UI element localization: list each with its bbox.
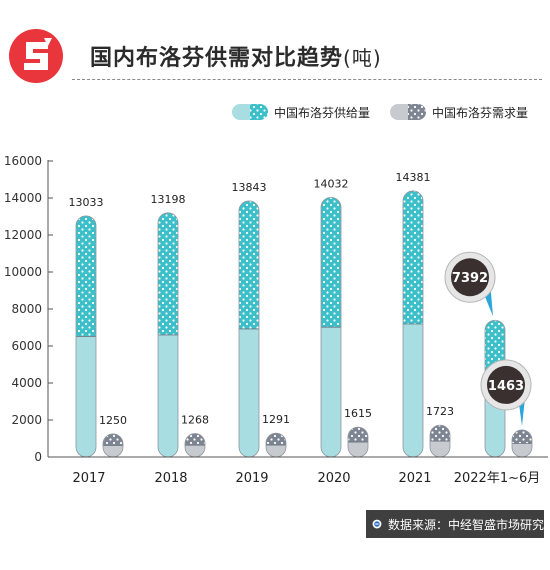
source-text: 数据来源：中经智盛市场研究 <box>387 517 544 532</box>
supply-value-label: 14032 <box>314 177 349 190</box>
demand-bar <box>102 433 124 458</box>
y-tick-label: 8000 <box>11 302 42 316</box>
callouts-layer: 7392 1463 <box>444 251 532 426</box>
supply-value-label: 13843 <box>232 181 267 194</box>
y-tick-label: 4000 <box>11 376 42 390</box>
demand-bar-outline <box>265 432 287 458</box>
y-tick-label: 12000 <box>4 228 42 242</box>
demand-bar <box>429 424 451 458</box>
supply-bar <box>157 212 179 458</box>
supply-value-label: 14381 <box>396 171 431 184</box>
demand-bar <box>184 433 206 458</box>
supply-bar <box>402 190 424 458</box>
supply-bar-outline <box>402 190 424 458</box>
supply-bar <box>320 197 342 458</box>
callout-bubble: 7392 <box>444 251 496 317</box>
y-tick-label: 14000 <box>4 191 42 205</box>
supply-bar-dots <box>158 212 179 335</box>
supply-bar-dots <box>403 190 423 324</box>
y-axis: 0 2000 4000 6000 8000 10000 12000 14000 16000 <box>4 154 53 464</box>
legend: 中国布洛芬供给量 中国布洛芬需求量 <box>232 104 528 120</box>
callout-disc <box>487 365 525 404</box>
demand-bar <box>347 426 369 458</box>
x-tick-label: 2019 <box>235 471 268 486</box>
supply-bar-dots <box>321 197 342 328</box>
source-info-icon <box>372 519 382 529</box>
y-tick-label: 6000 <box>11 339 42 353</box>
x-tick-label: 2022年1~6月 <box>454 471 541 486</box>
supply-bar-outline <box>75 215 97 458</box>
brand-logo-icon <box>9 29 63 83</box>
supply-value-label: 13198 <box>151 193 186 206</box>
y-tick-label: 0 <box>34 450 42 464</box>
callout-bubble: 1463 <box>480 359 532 426</box>
y-tick-label: 2000 <box>11 413 42 427</box>
demand-bar-dots <box>348 427 368 443</box>
x-tick-label: 2020 <box>317 471 350 486</box>
supply-bar-outline <box>238 200 260 458</box>
callout-value-label: 7392 <box>452 271 488 286</box>
chart-title-text: 国内布洛芬供需对比趋势 <box>90 46 344 71</box>
y-tick-label: 16000 <box>4 154 42 168</box>
demand-bar-dots <box>512 429 532 444</box>
chart-title: 国内布洛芬供需对比趋势(吨) <box>90 40 382 72</box>
demand-value-label: 1268 <box>181 414 209 427</box>
x-tick-label: 2017 <box>72 471 105 486</box>
chart-title-unit: (吨) <box>343 46 382 70</box>
supply-bar-dots <box>76 215 96 337</box>
value-labels-layer: 13033 1250 13198 1268 13843 1291 14032 1615 1438… <box>69 171 455 427</box>
legend-swatch-dots <box>250 104 268 120</box>
legend-label: 中国布洛芬需求量 <box>432 105 528 120</box>
bars-layer <box>75 190 533 458</box>
legend-swatch-dots <box>408 104 426 120</box>
supply-bar-outline <box>484 319 506 458</box>
callout-value-label: 1463 <box>488 379 524 394</box>
supply-bar <box>238 200 260 458</box>
demand-value-label: 1291 <box>262 413 290 426</box>
demand-bar-dots <box>430 425 450 442</box>
demand-bar-dots <box>266 433 286 446</box>
source-box: 数据来源：中经智盛市场研究 <box>366 510 544 538</box>
callout-disc <box>451 258 489 297</box>
demand-bar-dots <box>185 433 205 446</box>
demand-bar-outline <box>347 426 369 458</box>
demand-value-label: 1723 <box>426 405 454 418</box>
x-tick-label: 2021 <box>398 471 431 486</box>
supply-bar-outline <box>320 197 342 458</box>
x-axis: 2017 2018 2019 2020 2021 2022年1~6月 <box>48 456 548 486</box>
demand-bar-outline <box>184 433 206 458</box>
demand-value-label: 1615 <box>344 407 372 420</box>
supply-demand-chart: 中国布洛芬供给量 中国布洛芬需求量 0 2000 4000 6000 8000 10000 1… <box>4 104 548 486</box>
supply-bar <box>75 215 97 458</box>
x-tick-label: 2018 <box>154 471 187 486</box>
demand-value-label: 1250 <box>99 414 127 427</box>
demand-bar-outline <box>511 429 533 458</box>
y-tick-label: 10000 <box>4 265 42 279</box>
demand-bar-outline <box>429 424 451 458</box>
title-divider <box>72 79 542 80</box>
supply-value-label: 13033 <box>69 196 104 209</box>
supply-bar-outline <box>157 212 179 458</box>
header: 国内布洛芬供需对比趋势(吨) <box>0 0 550 95</box>
demand-bar-dots <box>103 433 123 446</box>
demand-bar-outline <box>102 433 124 458</box>
demand-bar <box>265 432 287 458</box>
supply-bar-dots <box>239 200 259 329</box>
demand-bar <box>511 429 533 458</box>
legend-label: 中国布洛芬供给量 <box>274 105 370 120</box>
